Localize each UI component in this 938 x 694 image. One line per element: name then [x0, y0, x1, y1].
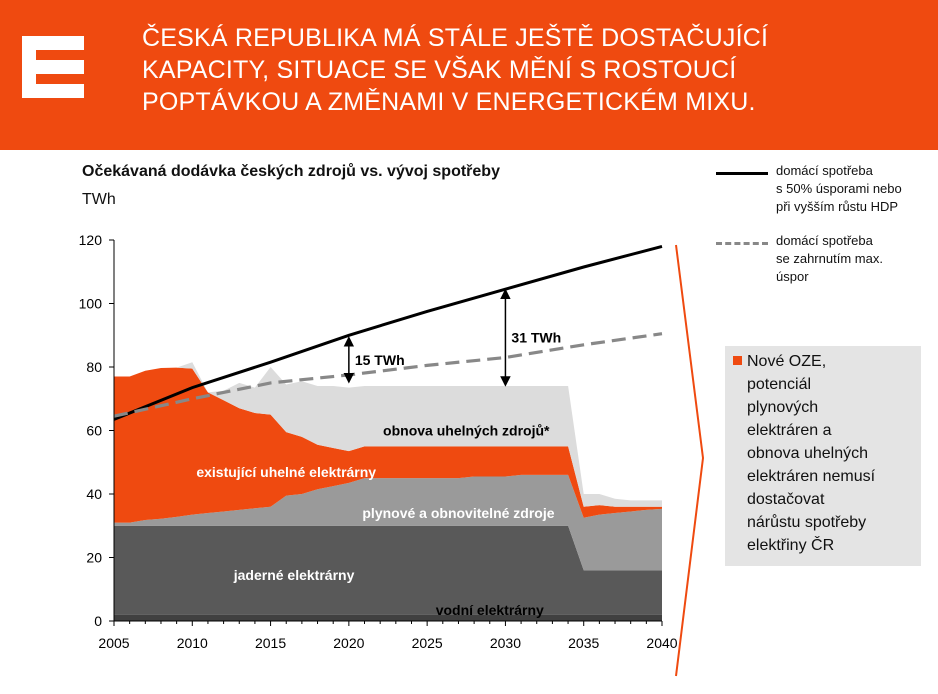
area-label: obnova uhelných zdrojů*	[383, 423, 550, 439]
area-label: jaderné elektrárny	[233, 567, 355, 583]
y-tick-label: 60	[86, 423, 102, 439]
gap-label: 31 TWh	[511, 330, 561, 346]
legend-label-line: se zahrnutím max.	[776, 251, 883, 266]
note-box: Nové OZE, potenciál plynových elektráren…	[725, 346, 921, 566]
note-line: elektráren nemusí	[747, 468, 876, 485]
y-tick-label: 0	[94, 613, 102, 629]
note-line: plynových	[747, 399, 819, 416]
y-tick-label: 80	[86, 359, 102, 375]
note-line: dostačovat	[747, 491, 825, 508]
chart-legend: domácí spotřeba s 50% úsporami nebo při …	[716, 162, 936, 302]
note-line: obnova uhelných	[747, 445, 868, 462]
note-line: nárůstu spotřeby	[747, 514, 867, 531]
y-tick-label: 100	[79, 296, 103, 312]
consumption-line-dashed	[113, 332, 663, 418]
note-line: elektřiny ČR	[747, 537, 835, 554]
note-line: elektráren a	[747, 422, 832, 439]
x-tick-label: 2040	[646, 635, 677, 651]
gap-label: 15 TWh	[355, 352, 405, 368]
legend-item-solid: domácí spotřeba s 50% úsporami nebo při …	[716, 162, 936, 232]
note-line: Nové OZE,	[747, 353, 827, 370]
legend-item-dashed: domácí spotřeba se zahrnutím max. úspor	[716, 232, 936, 302]
area-3	[114, 474, 662, 571]
title-line: POPTÁVKOU A ZMĚNAMI V ENERGETICKÉM MIXU.	[142, 88, 756, 116]
x-tick-label: 2020	[333, 635, 364, 651]
logo-icon	[22, 36, 84, 98]
chart-title: Očekávaná dodávka českých zdrojů vs. výv…	[82, 163, 500, 180]
x-tick-label: 2015	[255, 635, 286, 651]
legend-label-line: domácí spotřeba	[776, 233, 873, 248]
legend-label-line: při vyšším růstu HDP	[776, 199, 899, 214]
area-2	[114, 525, 662, 615]
x-tick-label: 2025	[412, 635, 443, 651]
area-label: existující uhelné elektrárny	[196, 464, 376, 480]
y-tick-label: 40	[86, 486, 102, 502]
x-tick-label: 2030	[490, 635, 521, 651]
legend-label-line: úspor	[776, 269, 809, 284]
bracket-icon	[675, 244, 705, 677]
legend-swatch-solid	[716, 172, 768, 175]
legend-label: domácí spotřeba se zahrnutím max. úspor	[776, 232, 936, 286]
legend-label: domácí spotřeba s 50% úsporami nebo při …	[776, 162, 936, 216]
note-line: potenciál	[747, 376, 812, 393]
y-tick-label: 120	[79, 232, 103, 248]
area-1	[114, 614, 662, 621]
bullet-square-icon	[733, 356, 742, 365]
area-5	[114, 362, 662, 507]
y-axis-unit: TWh	[82, 191, 116, 208]
y-tick-label: 20	[86, 550, 102, 566]
consumption-line-solid	[113, 244, 663, 421]
area-label: vodní elektrárny	[436, 602, 544, 618]
x-tick-label: 2005	[98, 635, 129, 651]
x-tick-label: 2035	[568, 635, 599, 651]
area-4	[114, 367, 662, 523]
legend-swatch-dashed	[716, 242, 768, 245]
note-text: Nové OZE, potenciál plynových elektráren…	[747, 350, 875, 557]
legend-label-line: domácí spotřeba	[776, 163, 873, 178]
title-line: ČESKÁ REPUBLIKA MÁ STÁLE JEŠTĚ DOSTAČUJÍ…	[142, 24, 769, 52]
page-title: ČESKÁ REPUBLIKA MÁ STÁLE JEŠTĚ DOSTAČUJÍ…	[142, 22, 922, 118]
area-label: plynové a obnovitelné zdroje	[362, 505, 554, 521]
legend-label-line: s 50% úsporami nebo	[776, 181, 902, 196]
x-tick-label: 2010	[177, 635, 208, 651]
title-banner: ČESKÁ REPUBLIKA MÁ STÁLE JEŠTĚ DOSTAČUJÍ…	[0, 0, 938, 150]
title-line: KAPACITY, SITUACE SE VŠAK MĚNÍ S ROSTOUC…	[142, 56, 737, 84]
